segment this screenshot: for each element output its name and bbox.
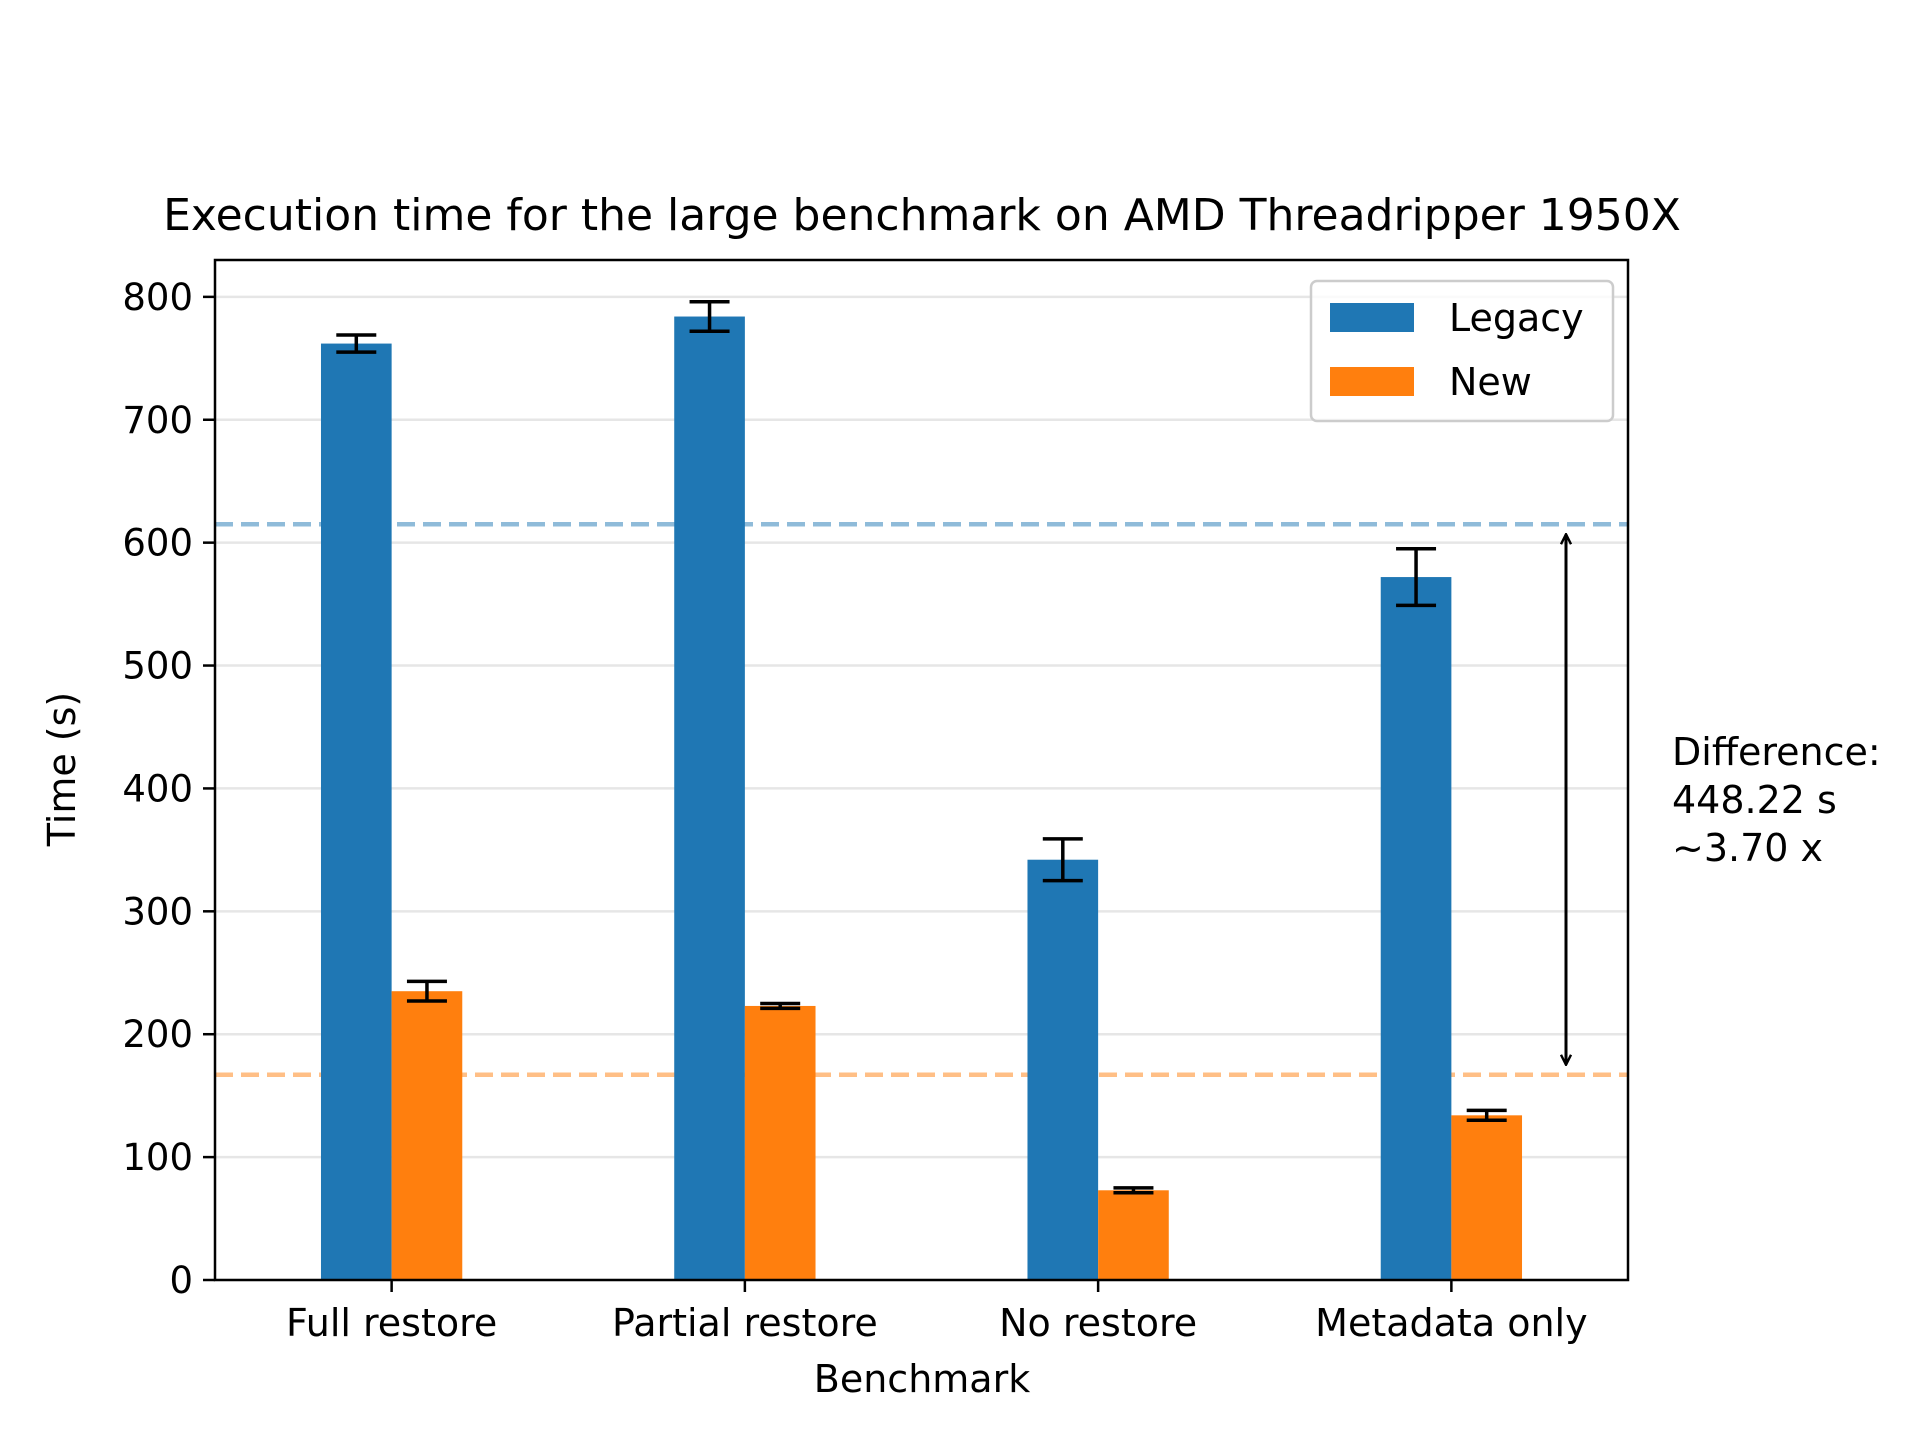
y-tick-label: 600 — [122, 522, 193, 565]
x-tick-label: Partial restore — [612, 1301, 878, 1345]
chart-title: Execution time for the large benchmark o… — [163, 190, 1681, 241]
bar-new — [744, 1005, 816, 1280]
y-tick-label: 200 — [122, 1013, 193, 1056]
legend-swatch-new — [1330, 367, 1414, 396]
x-tick-label: No restore — [999, 1301, 1197, 1345]
annotation-line: ~3.70 x — [1672, 826, 1823, 870]
y-tick-label: 0 — [169, 1259, 193, 1302]
legend-label: New — [1449, 360, 1532, 404]
y-tick-label: 300 — [122, 890, 193, 933]
legend-label: Legacy — [1449, 296, 1584, 340]
annotation-line: Difference: — [1672, 730, 1881, 774]
x-tick-label: Metadata only — [1315, 1301, 1587, 1345]
x-tick-label: Full restore — [286, 1301, 497, 1345]
plot-frame — [213, 258, 1630, 1282]
bar-legacy — [320, 343, 392, 1280]
x-axis-label: Benchmark — [814, 1357, 1030, 1401]
axes: 0 100 200 300 400 500 600 700 800 Full restore Par… — [122, 258, 1630, 1345]
bar-new — [391, 991, 463, 1280]
y-tick-label: 800 — [122, 276, 193, 319]
bar-legacy — [1380, 577, 1452, 1280]
error-bars — [336, 300, 1507, 1195]
y-tick-label: 100 — [122, 1136, 193, 1179]
legend-swatch-legacy — [1330, 303, 1414, 332]
y-axis-label: Time (s) — [40, 692, 84, 848]
annotation-line: 448.22 s — [1672, 778, 1837, 822]
y-tick-label: 700 — [122, 399, 193, 442]
bar-legacy — [1027, 859, 1099, 1280]
bar-legacy — [674, 316, 745, 1280]
y-tick-label: 400 — [122, 767, 193, 810]
legend: Legacy New — [1309, 279, 1615, 423]
bar-new — [1451, 1115, 1523, 1280]
bars — [320, 316, 1523, 1280]
bar-new — [1098, 1190, 1169, 1280]
y-tick-label: 500 — [122, 645, 193, 688]
difference-annotation: Difference:448.22 s~3.70 x — [1566, 534, 1881, 1065]
